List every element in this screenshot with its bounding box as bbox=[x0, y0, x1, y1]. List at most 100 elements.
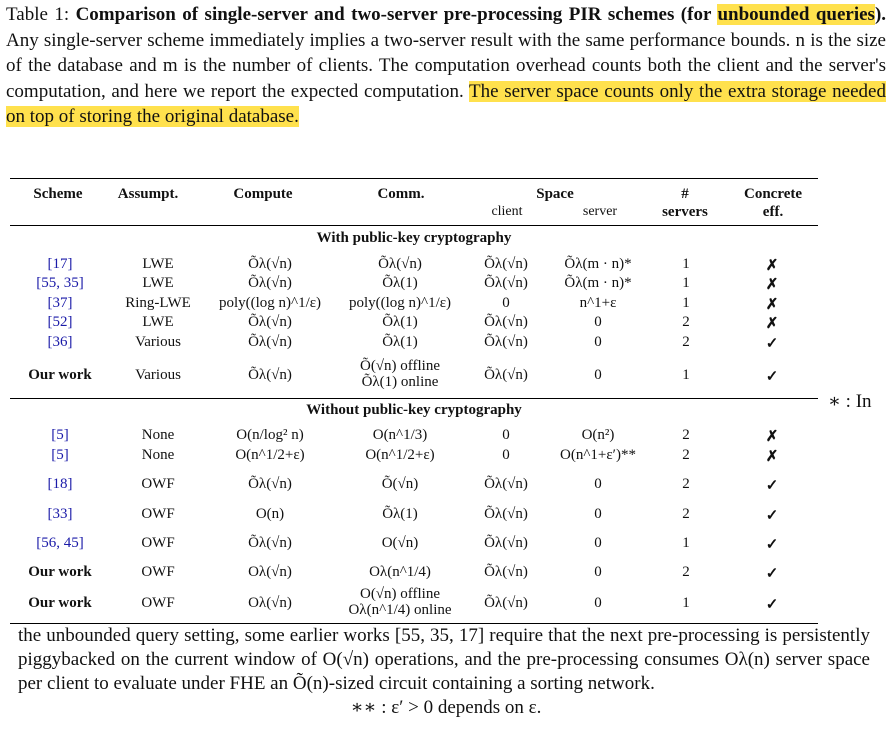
caption-bold-title-b: ). bbox=[874, 4, 887, 25]
cell-eff: ✓ bbox=[765, 478, 779, 494]
cell-comm: O(n^1/2+ε) bbox=[365, 447, 435, 463]
cell-assumpt: None bbox=[141, 447, 175, 463]
cell-servers: 1 bbox=[682, 367, 690, 383]
cell-compute: poly((log n)^1/ε) bbox=[218, 295, 322, 311]
cell-scheme[interactable]: [37] bbox=[47, 295, 73, 311]
cell-assumpt: Various bbox=[135, 367, 181, 383]
cell-eff: ✓ bbox=[765, 336, 779, 352]
cell-scheme[interactable]: [55, 35] bbox=[36, 275, 84, 291]
cell-server: 0 bbox=[594, 564, 602, 580]
cell-server: n^1+ε bbox=[579, 295, 617, 311]
cell-compute: Õλ(√n) bbox=[248, 256, 292, 272]
cell-scheme: Our work bbox=[28, 367, 92, 383]
cell-eff: ✗ bbox=[765, 297, 779, 313]
cell-compute: Õλ(√n) bbox=[248, 367, 292, 383]
cell-assumpt: OWF bbox=[141, 564, 175, 580]
cell-comm: Õλ(1) bbox=[382, 275, 418, 291]
cell-scheme[interactable]: [52] bbox=[47, 314, 73, 330]
cell-assumpt: LWE bbox=[142, 314, 174, 330]
cell-comm: O(n^1/3) bbox=[372, 427, 428, 443]
cell-compute: Oλ(√n) bbox=[248, 595, 292, 611]
header-concrete-b: eff. bbox=[762, 204, 784, 220]
table-row: [5] None O(n^1/2+ε) O(n^1/2+ε) 0 O(n^1+ε′)** 2… bbox=[0, 446, 892, 466]
cell-server: 0 bbox=[594, 595, 602, 611]
cell-servers: 2 bbox=[682, 334, 690, 350]
table-row-our-work-1: Our work Various Õλ(√n) Õ(√n) offline Õλ… bbox=[0, 358, 892, 402]
cell-servers: 2 bbox=[682, 314, 690, 330]
caption-highlight-unbounded: unbounded queries bbox=[717, 4, 875, 25]
header-comm: Comm. bbox=[377, 186, 425, 202]
cell-comm-offline: Õ(√n) offline bbox=[359, 358, 441, 374]
cell-compute: O(n/log² n) bbox=[236, 427, 304, 443]
table-row: [36] Various Õλ(√n) Õλ(1) Õλ(√n) 0 2 ✓ bbox=[0, 333, 892, 353]
cell-client: Õλ(√n) bbox=[484, 275, 528, 291]
cell-comm-online: Õλ(1) online bbox=[361, 374, 439, 390]
cell-server: 0 bbox=[594, 506, 602, 522]
cell-servers: 1 bbox=[682, 595, 690, 611]
cell-servers: 1 bbox=[682, 535, 690, 551]
cell-comm: O(√n) bbox=[381, 535, 419, 551]
cell-eff: ✓ bbox=[765, 597, 779, 613]
cell-client: Õλ(√n) bbox=[484, 506, 528, 522]
cell-scheme[interactable]: [56, 45] bbox=[36, 535, 84, 551]
cell-client: 0 bbox=[502, 295, 510, 311]
cell-comm: Õλ(1) bbox=[382, 506, 418, 522]
cell-scheme[interactable]: [5] bbox=[51, 427, 69, 443]
cell-client: Õλ(√n) bbox=[484, 535, 528, 551]
cell-client: Õλ(√n) bbox=[484, 367, 528, 383]
cell-assumpt: OWF bbox=[141, 506, 175, 522]
cell-comm: Õ(√n) bbox=[381, 476, 419, 492]
cell-scheme[interactable]: [17] bbox=[47, 256, 73, 272]
cell-servers: 2 bbox=[682, 476, 690, 492]
cell-comm: Õλ(1) bbox=[382, 334, 418, 350]
cell-server: 0 bbox=[594, 476, 602, 492]
cell-scheme: Our work bbox=[28, 564, 92, 580]
cell-servers: 2 bbox=[682, 506, 690, 522]
header-servers-count-b: servers bbox=[662, 204, 708, 220]
cell-scheme[interactable]: [18] bbox=[47, 476, 73, 492]
section-public-key: With public-key cryptography bbox=[316, 230, 512, 246]
header-space: Space bbox=[536, 186, 574, 202]
table-row: [52] LWE Õλ(√n) Õλ(1) Õλ(√n) 0 2 ✗ bbox=[0, 313, 892, 333]
cell-assumpt: OWF bbox=[141, 535, 175, 551]
cell-servers: 1 bbox=[682, 256, 690, 272]
table-row: [17] LWE Õλ(√n) Õλ(√n) Õλ(√n) Õλ(m · n)* 1 ✗ bbox=[0, 255, 892, 275]
cell-scheme[interactable]: [36] bbox=[47, 334, 73, 350]
caption-label: Table 1: bbox=[6, 4, 76, 25]
cell-comm: Õλ(√n) bbox=[378, 256, 422, 272]
cell-server: 0 bbox=[594, 314, 602, 330]
cell-eff: ✓ bbox=[765, 566, 779, 582]
cell-server: Õλ(m · n)* bbox=[564, 275, 632, 291]
table-top-rule bbox=[10, 178, 818, 179]
cell-server: 0 bbox=[594, 334, 602, 350]
cell-comm: Oλ(n^1/4) bbox=[369, 564, 431, 580]
cell-servers: 1 bbox=[682, 275, 690, 291]
cell-eff: ✗ bbox=[765, 449, 779, 465]
cell-server: 0 bbox=[594, 367, 602, 383]
table-bottom-rule bbox=[10, 623, 818, 624]
table-caption: Table 1: Comparison of single-server and… bbox=[6, 2, 886, 130]
cell-assumpt: OWF bbox=[141, 595, 175, 611]
header-server: server bbox=[582, 204, 618, 219]
cell-client: Õλ(√n) bbox=[484, 314, 528, 330]
cell-server: Õλ(m · n)* bbox=[564, 256, 632, 272]
cell-server: 0 bbox=[594, 535, 602, 551]
table-mid-rule-1 bbox=[10, 225, 818, 226]
cell-compute: Õλ(√n) bbox=[248, 314, 292, 330]
cell-eff: ✗ bbox=[765, 316, 779, 332]
cell-server: O(n^1+ε′)** bbox=[560, 447, 636, 463]
cell-eff: ✓ bbox=[765, 369, 779, 385]
section-no-public-key: Without public-key cryptography bbox=[306, 402, 522, 418]
header-concrete-a: Concrete bbox=[743, 186, 803, 202]
cell-eff: ✓ bbox=[765, 537, 779, 553]
table-row: [5] None O(n/log² n) O(n^1/3) 0 O(n²) 2 ✗ bbox=[0, 426, 892, 446]
table-mid-rule-2 bbox=[10, 398, 818, 399]
cell-servers: 2 bbox=[682, 564, 690, 580]
cell-assumpt: None bbox=[141, 427, 175, 443]
cell-comm: poly((log n)^1/ε) bbox=[348, 295, 452, 311]
header-client: client bbox=[491, 204, 523, 219]
table-row: Our work OWF Oλ(√n) Oλ(n^1/4) Õλ(√n) 0 2 ✓ bbox=[0, 563, 892, 583]
header-servers-count-a: # bbox=[681, 186, 689, 202]
cell-scheme[interactable]: [5] bbox=[51, 447, 69, 463]
cell-scheme[interactable]: [33] bbox=[47, 506, 73, 522]
